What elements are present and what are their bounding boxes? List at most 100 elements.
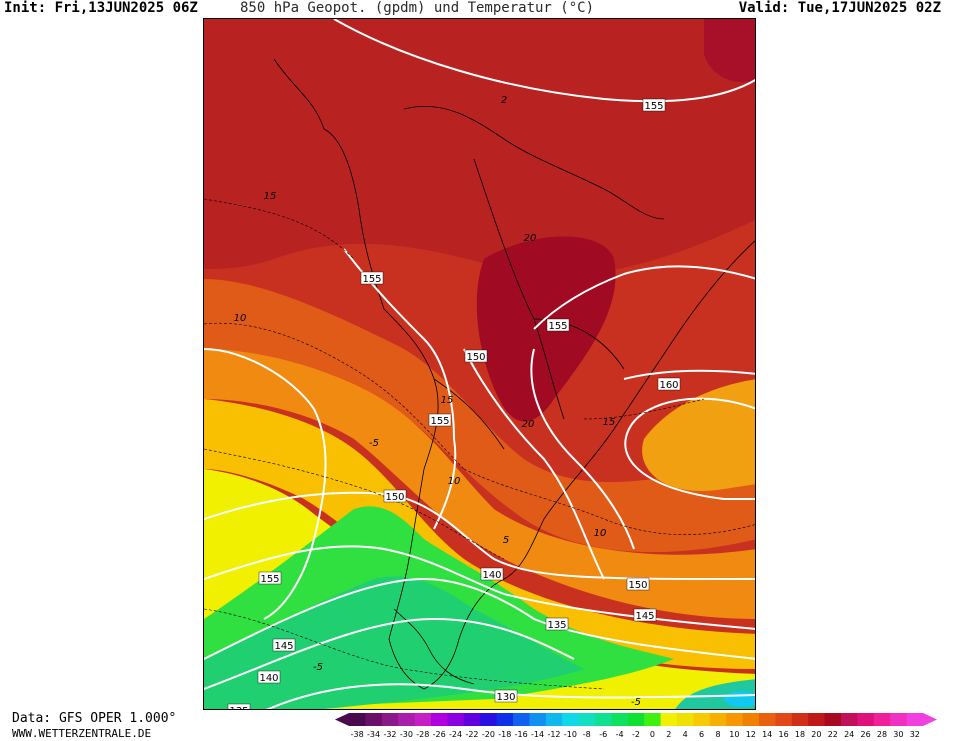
colorbar-swatch: [447, 713, 465, 726]
colorbar-tick-label: -30: [400, 730, 413, 739]
isotherm-10-atlantic-label: 10: [594, 528, 607, 539]
isohypse-155-pacific-label: 155: [258, 571, 282, 585]
colorbar-swatch: [562, 713, 580, 726]
colorbar-swatch: [349, 713, 366, 726]
colorbar-swatch: [742, 713, 760, 726]
coastlines: [273, 58, 755, 690]
colorbar-tick-label: -34: [367, 730, 380, 739]
svg-text:155: 155: [362, 274, 381, 285]
isotherm-15-andes-label: 15: [441, 395, 454, 406]
valid-time: Valid: Tue,17JUN2025 02Z: [738, 0, 941, 16]
temperature-isotherms: [204, 198, 755, 690]
svg-text:155: 155: [430, 416, 449, 427]
colorbar-swatch: [463, 713, 481, 726]
svg-text:135: 135: [229, 706, 248, 710]
isohypse-140-patagonia-label: 140: [480, 567, 504, 581]
colorbar-high-arrow: [923, 713, 937, 726]
isotherm-minus5-bottom-label: -5: [631, 697, 641, 708]
colorbar-tick-label: -14: [531, 730, 544, 739]
colorbar-tick-label: -24: [449, 730, 462, 739]
colorbar-tick-label: 0: [650, 730, 655, 739]
svg-text:150: 150: [628, 580, 647, 591]
colorbar-ticks: -38 -34 -32 -30 -28 -26 -24 -22 -20 -18 -16 -14 -12-…: [351, 730, 920, 739]
colorbar-swatch: [414, 713, 432, 726]
colorbar-swatch: [545, 713, 563, 726]
isohypse-155-paraguay-label: 155: [546, 318, 570, 332]
svg-text:135: 135: [547, 620, 566, 631]
colorbar-swatch: [726, 713, 744, 726]
colorbar-tick-label: 24: [844, 730, 854, 739]
colorbar-tick-label: -16: [515, 730, 528, 739]
colorbar-tick-label: -8: [583, 730, 591, 739]
colorbar-swatch: [381, 713, 399, 726]
colorbar-tick-label: 14: [762, 730, 772, 739]
colorbar-swatch: [431, 713, 448, 726]
website-url: WWW.WETTERZENTRALE.DE: [12, 727, 152, 740]
colorbar-swatch: [693, 713, 711, 726]
colorbar-swatch: [808, 713, 826, 726]
isohypse-155-north-label: 155: [642, 98, 666, 112]
colorbar-tick-label: 8: [715, 730, 720, 739]
colorbar-swatch: [365, 713, 383, 726]
colorbar-tick-label: -20: [482, 730, 495, 739]
colorbar-tick-label: 2: [666, 730, 671, 739]
colorbar-tick-label: 32: [910, 730, 920, 739]
colorbar-swatch: [759, 713, 776, 726]
colorbar-swatch: [873, 713, 891, 726]
svg-text:155: 155: [260, 574, 279, 585]
isotherm-20-bolivia-label: 20: [524, 233, 537, 244]
colorbar-swatch: [857, 713, 875, 726]
colorbar-tick-label: -6: [599, 730, 607, 739]
isohypse-150-atlantic-label: 150: [626, 577, 650, 591]
svg-text:145: 145: [635, 611, 654, 622]
colorbar-tick-label: -12: [547, 730, 560, 739]
svg-text:160: 160: [659, 380, 678, 391]
colorbar-swatch: [644, 713, 662, 726]
colorbar-tick-label: -28: [416, 730, 429, 739]
colorbar-swatch: [775, 713, 793, 726]
isotherm-10-pacific-label: 10: [234, 313, 247, 324]
colorbar-tick-label: -10: [564, 730, 577, 739]
isohypse-155-andes-label: 155: [428, 413, 452, 427]
map-title: 850 hPa Geopot. (gpdm) und Temperatur (°…: [240, 0, 595, 16]
colorbar-tick-label: 22: [828, 730, 838, 739]
colorbar-swatch: [529, 713, 547, 726]
weather-map: 155 155 155 150 155 160 150 155 140 150 145 135 145 1…: [203, 18, 756, 710]
colorbar-low-arrow: [335, 713, 349, 726]
colorbar-swatch: [480, 713, 498, 726]
isohypse-140-pacific-label: 140: [257, 670, 281, 684]
colorbar-swatches: [335, 713, 937, 726]
svg-text:140: 140: [259, 673, 278, 684]
svg-text:150: 150: [385, 492, 404, 503]
isohypse-135-corner-label: 135: [227, 703, 251, 710]
colorbar-swatch: [677, 713, 694, 726]
isohypse-155-peru-label: 155: [360, 271, 384, 285]
colorbar-swatch: [841, 713, 858, 726]
svg-text:150: 150: [466, 352, 485, 363]
colorbar-tick-label: -26: [433, 730, 446, 739]
colorbar-tick-label: 20: [811, 730, 821, 739]
colorbar-swatch: [890, 713, 908, 726]
colorbar-swatch: [627, 713, 645, 726]
colorbar-tick-label: 28: [877, 730, 887, 739]
colorbar-tick-label: 26: [861, 730, 871, 739]
geopotential-isohypses: [204, 19, 755, 709]
colorbar-tick-label: -22: [465, 730, 478, 739]
isohypse-150-north-label: 150: [464, 349, 488, 363]
svg-text:155: 155: [548, 321, 567, 332]
isotherm-20-paraguay-label: 20: [522, 419, 535, 430]
colorbar-tick-label: 16: [779, 730, 789, 739]
colorbar-swatch: [709, 713, 727, 726]
colorbar-swatch: [660, 713, 678, 726]
isotherm-10-argentina-label: 10: [448, 476, 461, 487]
isohypse-130-label: 130: [494, 689, 518, 703]
colorbar-swatch: [398, 713, 416, 726]
svg-text:130: 130: [496, 692, 515, 703]
colorbar-tick-label: 6: [699, 730, 704, 739]
svg-text:140: 140: [482, 570, 501, 581]
isohypse-150-chile-label: 150: [383, 489, 407, 503]
colorbar-swatch: [791, 713, 809, 726]
colorbar-tick-label: -38: [351, 730, 364, 739]
colorbar-tick-label: 12: [746, 730, 756, 739]
